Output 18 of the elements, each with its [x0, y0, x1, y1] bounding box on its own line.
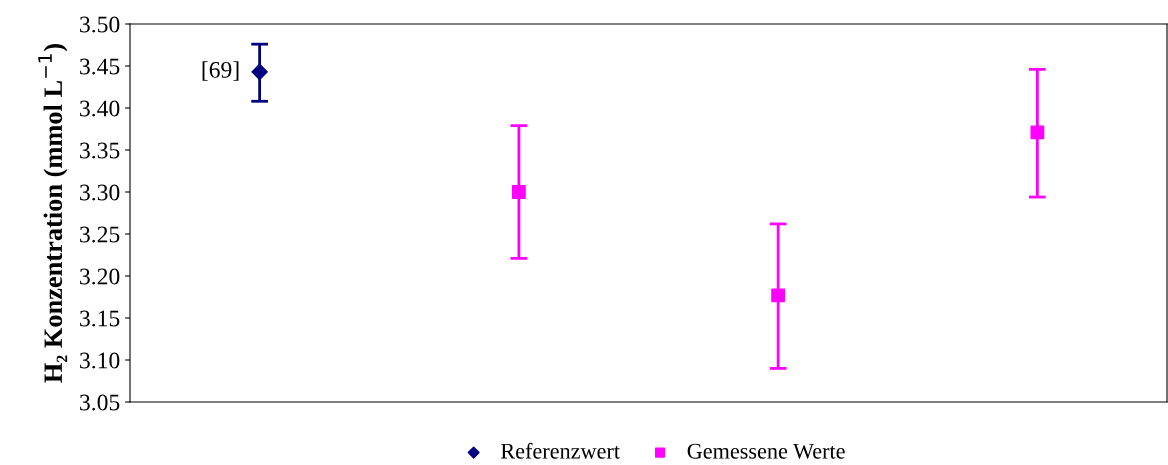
y-tick-label: 3.20 [80, 268, 120, 285]
y-tick-label: 3.05 [80, 394, 120, 411]
y-tick-label: 3.10 [80, 352, 120, 369]
y-tick-label: 3.25 [80, 226, 120, 243]
y-tick-label: 3.30 [80, 184, 120, 201]
y-tick-label: 3.45 [80, 58, 120, 75]
point [1030, 125, 1045, 140]
y-tick-label: 3.15 [80, 310, 120, 327]
legend-label: Gemessene Werte [687, 443, 845, 459]
point [511, 185, 526, 199]
legend-label: Referenzwert [500, 442, 620, 459]
y-axis-title: H₂ Konzentration (mmol L$^{−1}$) [38, 44, 68, 383]
y-tick-label: 3.40 [80, 100, 120, 117]
point [251, 63, 268, 81]
annotation: [69] [202, 61, 239, 81]
y-tick-label: 3.50 [80, 16, 120, 33]
point [771, 288, 786, 303]
y-tick-label: 3.35 [80, 142, 120, 159]
